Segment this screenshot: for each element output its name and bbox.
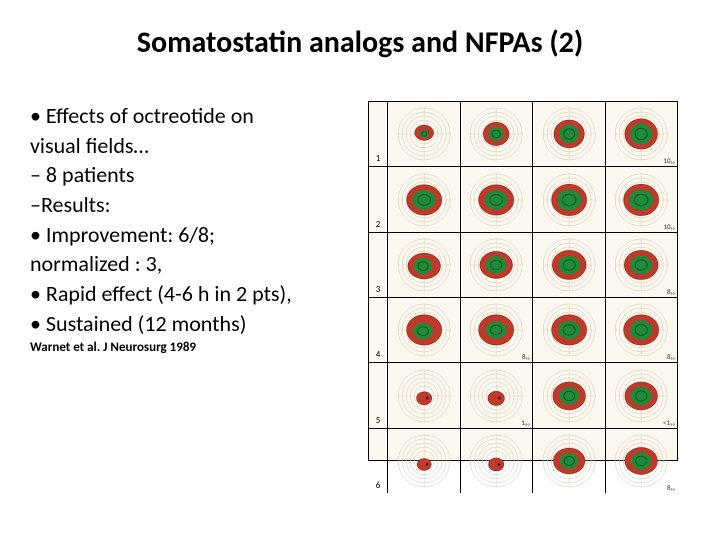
bullet-line: normalized : 3,: [30, 249, 350, 279]
visual-field-cell: [387, 297, 460, 362]
visual-field-cell: [532, 428, 605, 493]
cell-sublabel: 1₅₀: [521, 418, 530, 427]
cell-sublabel: 8₁₀: [667, 287, 675, 296]
bullet-line: visual fields…: [30, 131, 350, 161]
bullet-line: • Rapid effect (4-6 h in 2 pts),: [30, 279, 350, 309]
cell-sublabel: 8₁₀: [667, 483, 675, 492]
visual-field-cell: [387, 102, 460, 166]
row-label: 5: [369, 362, 387, 427]
visual-field-cell: [532, 362, 605, 427]
cell-sublabel: 10₁₀: [663, 156, 675, 165]
slide-title: Somatostatin analogs and NFPAs (2): [30, 24, 690, 61]
visual-field-cell: 8₁₀: [605, 232, 678, 297]
row-label: 3: [369, 232, 387, 297]
visual-field-cell: [460, 428, 533, 493]
visual-field-cell: [387, 362, 460, 427]
visual-field-cell: [460, 102, 533, 166]
visual-field-cell: [387, 166, 460, 231]
bullet-line: –Results:: [30, 190, 350, 220]
visual-field-cell: <1₅₀: [605, 362, 678, 427]
visual-field-cell: 8₁₀: [460, 297, 533, 362]
text-block: • Effects of octreotide on visual fields…: [30, 101, 350, 356]
slide: Somatostatin analogs and NFPAs (2) • Eff…: [0, 0, 720, 540]
bullet-line: • Sustained (12 months): [30, 309, 350, 339]
visual-field-cell: [532, 297, 605, 362]
content-row: • Effects of octreotide on visual fields…: [30, 101, 690, 461]
visual-field-cell: 10₁₀: [605, 166, 678, 231]
visual-field-cell: [387, 232, 460, 297]
visual-field-cell: [532, 232, 605, 297]
row-label: 2: [369, 166, 387, 231]
cell-sublabel: 8₁₀: [522, 352, 530, 361]
bullet-line: – 8 patients: [30, 160, 350, 190]
visual-field-cell: [387, 428, 460, 493]
bullet-line: • Improvement: 6/8;: [30, 220, 350, 250]
visual-field-cell: [532, 102, 605, 166]
bullet-line: • Effects of octreotide on: [30, 101, 350, 131]
visual-field-cell: [460, 166, 533, 231]
row-label: 4: [369, 297, 387, 362]
visual-field-cell: [460, 232, 533, 297]
cell-sublabel: 10₁₀: [663, 222, 675, 231]
visual-field-cell: 8₁₀: [605, 428, 678, 493]
cell-sublabel: 8₁₀: [667, 352, 675, 361]
row-label: 6: [369, 428, 387, 493]
visual-field-cell: 10₁₀: [605, 102, 678, 166]
row-label: 1: [369, 102, 387, 166]
visual-field-cell: 8₁₀: [605, 297, 678, 362]
citation: Warnet et al. J Neurosurg 1989: [30, 339, 350, 357]
visual-field-cell: [532, 166, 605, 231]
visual-field-cell: 1₅₀: [460, 362, 533, 427]
cell-sublabel: <1₅₀: [663, 418, 675, 427]
visual-fields-figure: 110₁₀210₁₀38₁₀48₁₀8₁₀51₅₀<1₅₀68₁₀: [368, 101, 678, 461]
